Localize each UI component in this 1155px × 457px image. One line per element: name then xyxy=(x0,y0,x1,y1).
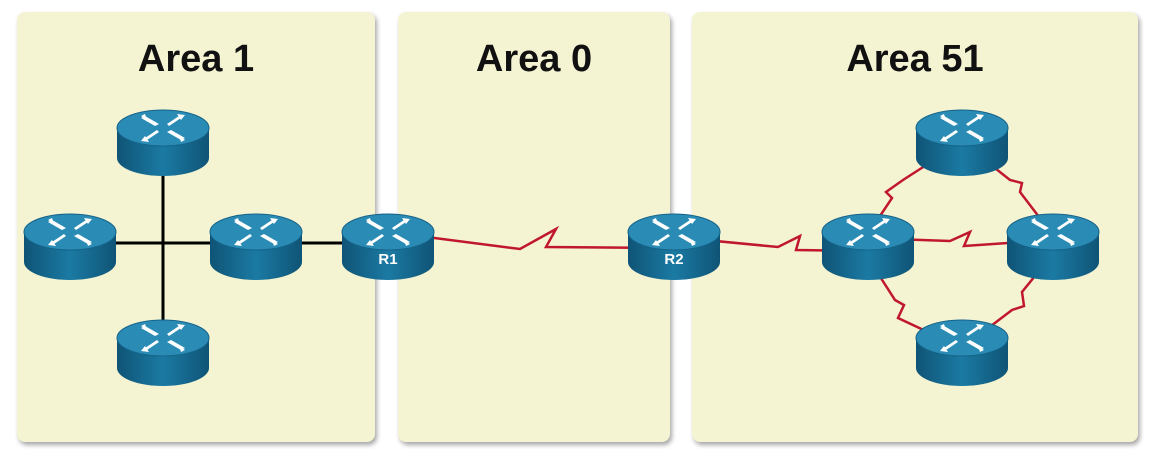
serial-link-r1-r2 xyxy=(387,225,675,251)
router-icon xyxy=(1006,213,1100,280)
serial-link-right-bottom xyxy=(961,254,1053,349)
router-icon xyxy=(116,109,210,176)
router-r1[interactable]: R1 xyxy=(340,210,436,284)
router-r2-label: R2 xyxy=(664,251,684,268)
router-icon xyxy=(915,109,1009,176)
router-icon xyxy=(116,319,210,386)
router-area1-right[interactable] xyxy=(208,210,304,284)
router-area1-left[interactable] xyxy=(22,210,118,284)
router-icon xyxy=(915,319,1009,386)
router-icon xyxy=(821,213,915,280)
area-1-title: Area 1 xyxy=(137,38,255,80)
router-area51-right[interactable] xyxy=(1005,210,1101,284)
serial-link-r2-center xyxy=(673,233,867,253)
serial-link-center-top xyxy=(864,140,963,238)
area-0-panel: Area 0 xyxy=(398,12,670,442)
router-icon xyxy=(23,213,117,280)
serial-link-center-right xyxy=(865,229,1053,248)
serial-link-center-bottom xyxy=(864,254,963,350)
router-icon xyxy=(627,213,721,280)
router-icon xyxy=(341,213,435,280)
area-51-title: Area 51 xyxy=(846,38,984,80)
router-area1-top[interactable] xyxy=(115,106,211,180)
router-area51-bottom[interactable] xyxy=(914,316,1010,390)
router-icon xyxy=(209,213,303,280)
area-0-title: Area 0 xyxy=(475,38,593,80)
router-area51-top[interactable] xyxy=(914,106,1010,180)
router-r2[interactable]: R2 xyxy=(626,210,722,284)
router-r1-label: R1 xyxy=(378,251,398,268)
router-area1-bottom[interactable] xyxy=(115,316,211,390)
router-area51-center[interactable] xyxy=(820,210,916,284)
